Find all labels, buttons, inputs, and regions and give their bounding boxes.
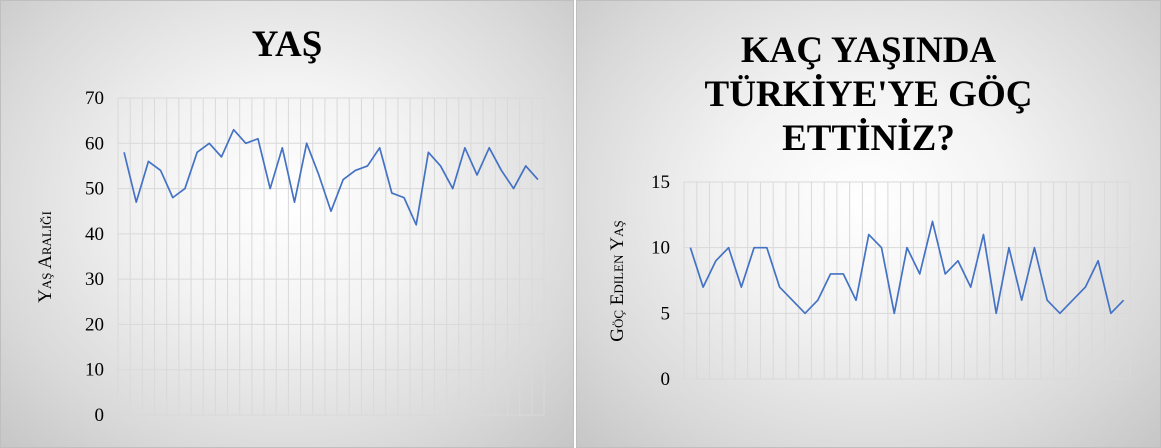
data-point: [728, 247, 730, 249]
y-tick-label: 30: [85, 269, 104, 290]
data-point: [257, 138, 259, 140]
data-point: [160, 169, 162, 171]
chart-panel-migration-age: KAÇ YAŞINDA TÜRKİYE'YE GÖÇ ETTİNİZ? Göç …: [576, 0, 1161, 448]
data-point: [817, 299, 819, 301]
line-chart-age: 0 10 20 30 40 50 60 70: [85, 88, 545, 426]
data-point: [233, 129, 235, 131]
data-point: [196, 151, 198, 153]
data-point: [957, 260, 959, 262]
line-chart-migration-age: 0 5 10 15: [651, 172, 1131, 390]
y-tick-label: 20: [85, 314, 104, 335]
data-point: [330, 210, 332, 212]
chart-title-age: YAŞ: [251, 24, 323, 65]
data-point: [1084, 286, 1086, 288]
data-point: [354, 169, 356, 171]
data-point: [525, 165, 527, 167]
data-point: [982, 234, 984, 236]
data-point: [1072, 299, 1074, 301]
data-point: [184, 188, 186, 190]
data-point: [476, 174, 478, 176]
data-point: [970, 286, 972, 288]
data-point: [513, 188, 515, 190]
y-tick-label: 70: [85, 88, 104, 109]
data-point: [147, 160, 149, 162]
data-point: [537, 179, 539, 181]
chart-panel-age: YAŞ Yaş Aralığı 0 10 20 30 40 50 60 70: [0, 0, 574, 448]
data-point: [427, 151, 429, 153]
data-point: [1097, 260, 1099, 262]
data-point: [881, 247, 883, 249]
y-tick-label: 10: [651, 238, 670, 259]
data-point: [766, 247, 768, 249]
data-point: [1123, 299, 1125, 301]
data-point: [440, 165, 442, 167]
data-point: [488, 147, 490, 149]
y-tick-label: 5: [661, 303, 671, 324]
data-point: [791, 299, 793, 301]
data-point: [1110, 312, 1112, 314]
data-point: [123, 151, 125, 153]
data-point: [208, 142, 210, 144]
y-tick-label: 50: [85, 179, 104, 200]
y-tick-label: 0: [661, 369, 671, 390]
data-point: [379, 147, 381, 149]
series-line: [123, 128, 539, 226]
data-point: [868, 234, 870, 236]
data-point: [753, 247, 755, 249]
data-point: [220, 156, 222, 158]
y-tick-label: 40: [85, 224, 104, 245]
data-point: [415, 224, 417, 226]
data-point: [779, 286, 781, 288]
data-point: [702, 286, 704, 288]
series-line: [689, 220, 1125, 315]
data-point: [367, 165, 369, 167]
y-tick-label: 15: [651, 172, 670, 193]
data-point: [318, 174, 320, 176]
chart-title-migration-age: KAÇ YAŞINDA TÜRKİYE'YE GÖÇ ETTİNİZ?: [704, 30, 1033, 159]
data-point: [1021, 299, 1023, 301]
data-point: [740, 286, 742, 288]
data-point: [135, 201, 137, 203]
data-point: [403, 197, 405, 199]
data-point: [245, 142, 247, 144]
data-point: [689, 247, 691, 249]
data-point: [1046, 299, 1048, 301]
data-point: [464, 147, 466, 149]
data-point: [391, 192, 393, 194]
data-point: [1033, 247, 1035, 249]
data-point: [281, 147, 283, 149]
data-point: [931, 220, 933, 222]
data-point: [906, 247, 908, 249]
data-point: [342, 179, 344, 181]
y-tick-label: 0: [95, 405, 105, 426]
data-point: [306, 142, 308, 144]
data-point: [500, 169, 502, 171]
data-point: [842, 273, 844, 275]
data-point: [804, 312, 806, 314]
data-point: [1008, 247, 1010, 249]
data-point: [293, 201, 295, 203]
data-point: [830, 273, 832, 275]
data-point: [172, 197, 174, 199]
data-point: [1059, 312, 1061, 314]
y-tick-label: 60: [85, 133, 104, 154]
data-point: [995, 312, 997, 314]
y-tick-label: 10: [85, 360, 104, 381]
data-point: [944, 273, 946, 275]
data-point: [919, 273, 921, 275]
data-point: [893, 312, 895, 314]
data-point: [855, 299, 857, 301]
data-point: [452, 188, 454, 190]
data-point: [715, 260, 717, 262]
data-point: [269, 188, 271, 190]
